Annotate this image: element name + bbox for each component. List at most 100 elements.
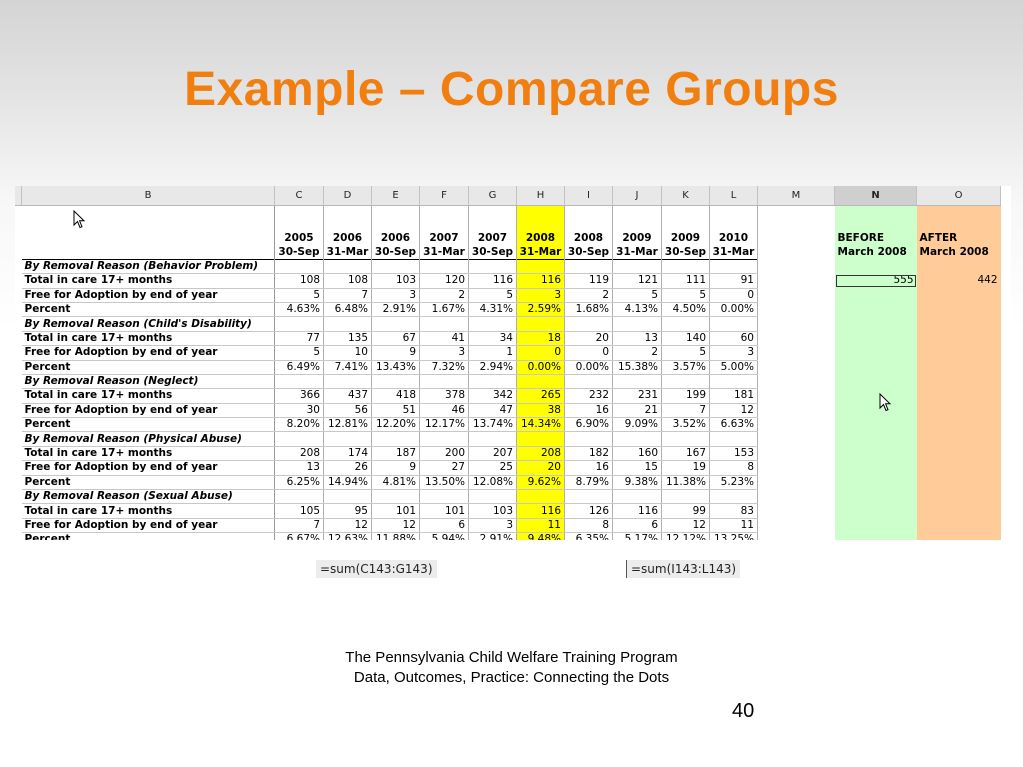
value-cell[interactable]: 8.79% (564, 475, 613, 491)
cell-m[interactable] (758, 302, 835, 316)
value-cell[interactable]: 2.91% (371, 302, 420, 318)
cell[interactable] (709, 374, 758, 390)
cell-n[interactable] (834, 205, 917, 232)
date-header[interactable]: 30-Sep (371, 245, 420, 260)
cell[interactable] (323, 489, 372, 505)
value-cell[interactable]: 10 (323, 345, 372, 361)
value-cell[interactable]: 103 (468, 503, 517, 519)
cell-o[interactable] (916, 205, 1001, 232)
cell[interactable] (516, 316, 565, 332)
column-header-j[interactable]: J (612, 186, 662, 206)
value-cell[interactable]: 4.50% (661, 302, 710, 318)
year-header[interactable]: 2009 (661, 232, 710, 246)
value-cell[interactable]: 3.52% (661, 417, 710, 433)
value-cell[interactable]: 103 (371, 273, 420, 289)
value-cell[interactable]: 60 (709, 331, 758, 347)
value-cell[interactable]: 126 (564, 503, 613, 519)
cell-o[interactable] (916, 302, 1001, 317)
value-cell[interactable]: 0.00% (564, 360, 613, 375)
value-cell[interactable]: 6.25% (274, 475, 324, 491)
value-cell[interactable]: 4.81% (371, 475, 420, 491)
cell[interactable] (564, 205, 613, 232)
column-header-b[interactable]: B (21, 186, 275, 206)
value-cell[interactable]: 13 (612, 331, 662, 347)
row-label[interactable]: Percent (21, 360, 275, 375)
value-cell[interactable]: 108 (323, 273, 372, 289)
cell-b[interactable] (21, 245, 275, 260)
value-cell[interactable]: 208 (516, 446, 565, 462)
value-cell[interactable]: 182 (564, 446, 613, 462)
row-label[interactable]: Percent (21, 532, 275, 540)
value-cell[interactable]: 140 (661, 331, 710, 347)
value-cell[interactable]: 6.67% (274, 532, 324, 540)
value-cell[interactable]: 105 (274, 503, 324, 519)
value-cell[interactable]: 7 (274, 518, 324, 534)
cell-o[interactable] (916, 360, 1001, 375)
value-cell[interactable]: 41 (419, 331, 469, 347)
value-cell[interactable]: 9 (371, 460, 420, 476)
value-cell[interactable]: 46 (419, 403, 469, 419)
value-cell[interactable]: 5 (661, 288, 710, 303)
column-header-f[interactable]: F (419, 186, 469, 206)
cell-n[interactable] (834, 475, 917, 490)
column-header-m[interactable]: M (757, 186, 835, 206)
value-cell[interactable]: 67 (371, 331, 420, 347)
cell-n[interactable] (834, 374, 917, 389)
value-cell[interactable]: 34 (468, 331, 517, 347)
cell[interactable] (468, 316, 517, 332)
value-cell[interactable]: 95 (323, 503, 372, 519)
column-header-o[interactable]: O (916, 186, 1001, 206)
value-cell[interactable]: 119 (564, 273, 613, 289)
after-date-label[interactable]: March 2008 (916, 245, 1001, 260)
cell[interactable] (371, 316, 420, 332)
cell-n[interactable] (834, 259, 917, 274)
value-cell[interactable]: 418 (371, 388, 420, 404)
cell[interactable] (371, 374, 420, 390)
value-cell[interactable]: 3 (419, 345, 469, 361)
cell-m[interactable] (758, 533, 835, 540)
value-cell[interactable]: 2 (612, 345, 662, 361)
cell[interactable] (661, 316, 710, 332)
cell[interactable] (323, 316, 372, 332)
cell-n[interactable] (834, 360, 917, 375)
cell[interactable] (709, 489, 758, 505)
value-cell[interactable]: 12 (371, 518, 420, 534)
cell-b[interactable] (21, 205, 275, 232)
cell-o[interactable] (916, 288, 1001, 303)
cell[interactable] (419, 431, 469, 447)
cell[interactable] (661, 258, 710, 275)
value-cell[interactable]: 121 (612, 273, 662, 289)
value-cell[interactable]: 208 (274, 446, 324, 462)
value-cell[interactable]: 12.17% (419, 417, 469, 433)
cell-m[interactable] (758, 475, 835, 489)
value-cell[interactable]: 3 (516, 288, 565, 303)
cell[interactable] (419, 205, 469, 232)
cell[interactable] (371, 258, 420, 275)
value-cell[interactable]: 77 (274, 331, 324, 347)
cell[interactable] (564, 431, 613, 447)
date-header[interactable]: 31-Mar (419, 245, 469, 260)
value-cell[interactable]: 21 (612, 403, 662, 419)
value-cell[interactable]: 135 (323, 331, 372, 347)
value-cell[interactable]: 47 (468, 403, 517, 419)
cell-n[interactable] (834, 446, 917, 461)
cell-o[interactable] (916, 431, 1001, 447)
year-header[interactable]: 2008 (516, 232, 565, 246)
value-cell[interactable]: 12 (661, 518, 710, 534)
value-cell[interactable]: 25 (468, 460, 517, 476)
cell[interactable] (612, 431, 662, 447)
cell[interactable] (661, 431, 710, 447)
cell[interactable] (468, 205, 517, 232)
cell-o[interactable] (916, 518, 1001, 533)
value-cell[interactable]: 9.09% (612, 417, 662, 433)
value-cell[interactable]: 199 (661, 388, 710, 404)
cell-o[interactable] (916, 503, 1001, 519)
value-cell[interactable]: 27 (419, 460, 469, 476)
value-cell[interactable]: 0 (564, 345, 613, 361)
value-cell[interactable]: 12 (709, 403, 758, 419)
row-label[interactable]: Total in care 17+ months (21, 503, 275, 519)
year-header[interactable]: 2009 (612, 232, 662, 246)
row-label[interactable]: Percent (21, 302, 275, 318)
value-cell[interactable]: 5 (274, 345, 324, 361)
value-cell[interactable]: 116 (516, 503, 565, 519)
